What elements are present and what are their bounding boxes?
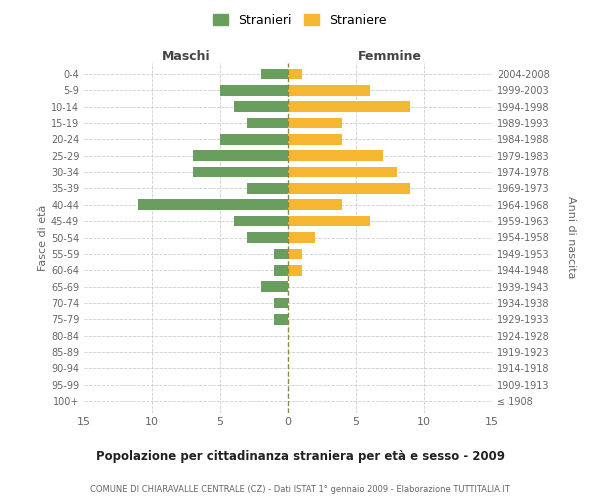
Bar [247,183,288,194]
Bar [288,167,397,177]
Legend: Stranieri, Straniere: Stranieri, Straniere [208,8,392,32]
Text: Maschi: Maschi [161,50,211,62]
Bar [233,102,288,112]
Bar [139,200,288,210]
Y-axis label: Anni di nascita: Anni di nascita [566,196,576,278]
Bar [288,265,302,276]
Bar [261,281,288,292]
Bar [288,150,383,161]
Bar [261,68,288,80]
Bar [274,298,288,308]
Bar [247,118,288,128]
Bar [288,216,370,226]
Bar [288,68,302,80]
Bar [288,134,343,144]
Bar [247,232,288,243]
Bar [193,150,288,161]
Text: Popolazione per cittadinanza straniera per età e sesso - 2009: Popolazione per cittadinanza straniera p… [95,450,505,463]
Bar [288,248,302,259]
Bar [288,183,410,194]
Bar [288,118,343,128]
Bar [233,216,288,226]
Bar [220,134,288,144]
Bar [274,314,288,324]
Bar [288,232,315,243]
Bar [274,265,288,276]
Bar [220,85,288,96]
Bar [288,102,410,112]
Text: COMUNE DI CHIARAVALLE CENTRALE (CZ) - Dati ISTAT 1° gennaio 2009 - Elaborazione : COMUNE DI CHIARAVALLE CENTRALE (CZ) - Da… [90,485,510,494]
Bar [288,200,343,210]
Text: Femmine: Femmine [358,50,422,62]
Bar [288,85,370,96]
Y-axis label: Fasce di età: Fasce di età [38,204,48,270]
Bar [274,248,288,259]
Bar [193,167,288,177]
